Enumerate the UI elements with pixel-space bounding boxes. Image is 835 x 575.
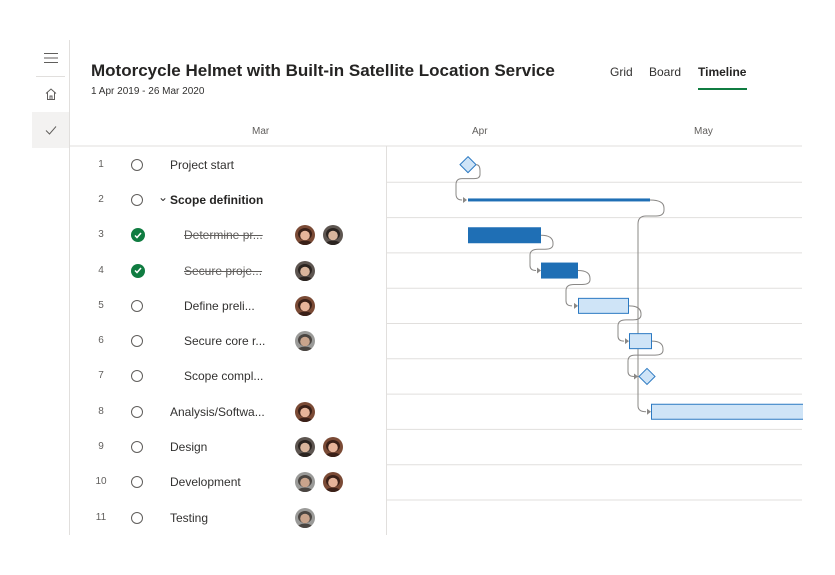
active-tab-indicator [698, 88, 747, 90]
task-name[interactable]: Secure proje... [184, 263, 263, 278]
checkmark-icon [45, 126, 56, 135]
task-name[interactable]: Development [170, 475, 241, 490]
avatar[interactable] [295, 260, 315, 281]
avatar[interactable] [295, 507, 315, 528]
task-name[interactable]: Project start [170, 157, 235, 172]
task-name[interactable]: Scope definition [170, 192, 264, 207]
task-name[interactable]: Determine pr... [184, 228, 263, 243]
home-button[interactable] [32, 76, 69, 112]
task-checkbox[interactable] [131, 405, 143, 418]
project-dates: 1 Apr 2019 - 26 Mar 2020 [91, 86, 205, 97]
hamburger-menu-icon [43, 53, 58, 63]
avatar[interactable] [323, 472, 343, 493]
avatar[interactable] [295, 472, 315, 493]
task-checkbox[interactable] [131, 441, 143, 454]
row-number: 6 [98, 335, 104, 347]
month-label-mar: Mar [252, 126, 270, 137]
task-bar-secure-core[interactable] [629, 333, 652, 350]
task-bar-determine[interactable] [468, 227, 541, 244]
row-number: 11 [95, 511, 107, 523]
tab-grid[interactable]: Grid [610, 65, 633, 79]
task-bar-secure-project[interactable] [541, 262, 578, 279]
milestone-project-start[interactable] [459, 155, 477, 174]
task-name[interactable]: Define preli... [184, 298, 255, 313]
task-checkbox[interactable] [131, 299, 143, 312]
row-number: 3 [98, 229, 104, 241]
grid-divider [386, 146, 387, 535]
avatar[interactable] [295, 295, 315, 316]
task-name[interactable]: Scope compl... [184, 369, 264, 384]
task-checkbox[interactable] [131, 476, 143, 489]
row-number: 8 [98, 405, 104, 417]
dependency-arrow [463, 196, 467, 203]
avatar[interactable] [295, 331, 315, 352]
dependency-connector [627, 340, 664, 377]
row-number: 7 [98, 370, 104, 382]
task-bar-define-preliminary[interactable] [578, 297, 629, 314]
row-number: 5 [98, 299, 104, 311]
project-title: Motorcycle Helmet with Built-in Satellit… [91, 61, 555, 80]
dependency-arrow [625, 338, 629, 345]
home-icon [45, 88, 56, 100]
completed-checkbox[interactable] [131, 263, 145, 278]
task-checkbox[interactable] [131, 193, 143, 206]
task-checkbox[interactable] [131, 511, 143, 524]
completed-checkbox[interactable] [131, 228, 145, 243]
dependency-connector [565, 270, 591, 307]
avatar[interactable] [323, 437, 343, 458]
row-number: 4 [98, 264, 104, 276]
month-label-may: May [694, 126, 713, 137]
timeline-clip [803, 140, 835, 540]
avatar[interactable] [323, 225, 343, 246]
task-checkbox[interactable] [131, 370, 143, 383]
avatar[interactable] [295, 401, 315, 422]
my-tasks-button[interactable] [32, 112, 69, 148]
dependency-arrow [574, 302, 578, 309]
dependency-connector [637, 199, 665, 413]
checkmark-icon [134, 232, 142, 239]
checkmark-icon [134, 267, 142, 274]
left-rail [32, 40, 70, 535]
task-bar-analysis[interactable] [651, 403, 807, 420]
avatar[interactable] [295, 225, 315, 246]
row-number: 10 [95, 476, 107, 488]
dependency-connector [529, 234, 554, 272]
chevron-down-icon[interactable]: ⌄ [158, 189, 169, 204]
hamburger-menu-button[interactable] [32, 40, 69, 76]
dependency-connector [617, 305, 642, 342]
month-label-apr: Apr [472, 126, 488, 137]
row-number: 9 [98, 441, 104, 453]
task-checkbox[interactable] [131, 158, 143, 171]
milestone-scope-complete[interactable] [638, 367, 656, 386]
task-name[interactable]: Design [170, 440, 208, 455]
dependency-arrow [537, 267, 541, 274]
task-name[interactable]: Testing [170, 510, 209, 525]
task-checkbox[interactable] [131, 335, 143, 348]
summary-bar-scope-definition[interactable] [468, 198, 650, 202]
tab-timeline[interactable]: Timeline [698, 65, 747, 79]
dependency-arrow [634, 373, 638, 380]
tab-board[interactable]: Board [649, 65, 682, 79]
row-number: 2 [98, 193, 104, 205]
dependency-connector [455, 164, 481, 201]
task-name[interactable]: Analysis/Softwa... [170, 404, 265, 419]
avatar[interactable] [295, 437, 315, 458]
dependency-arrow [647, 408, 651, 415]
task-name[interactable]: Secure core r... [184, 334, 266, 349]
row-number: 1 [98, 158, 104, 170]
